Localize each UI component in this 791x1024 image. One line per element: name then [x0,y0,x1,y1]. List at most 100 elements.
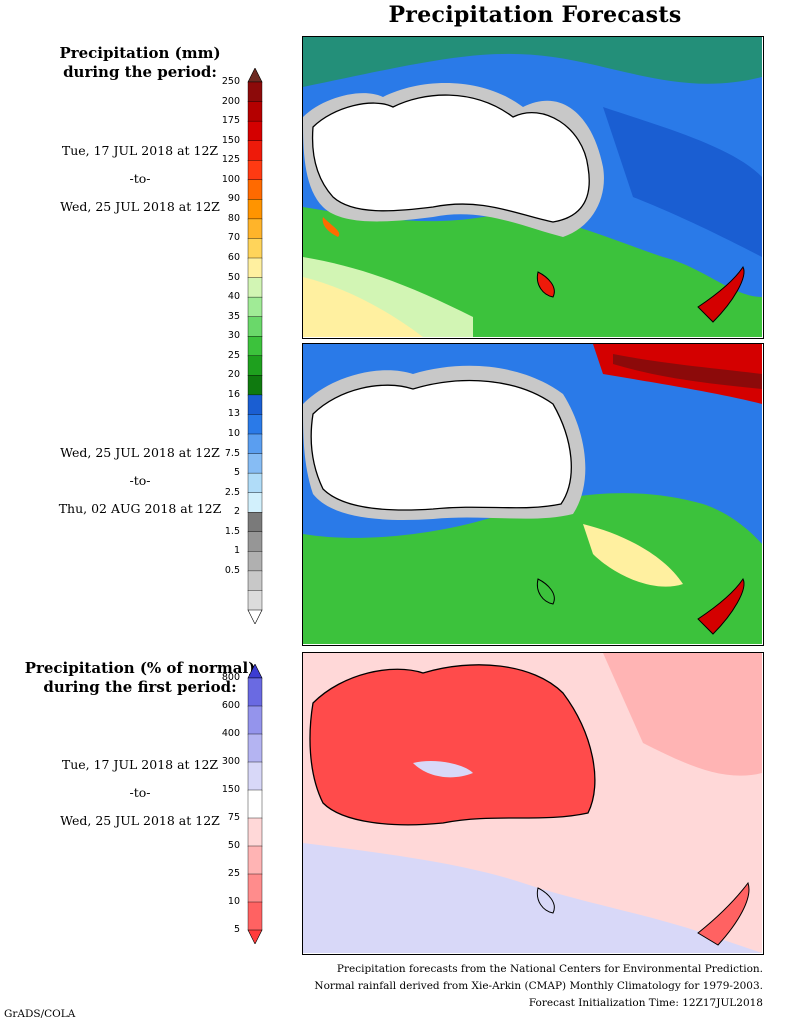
tasmania-heavy-rain [536,271,555,298]
map-panel-forecast-week1 [302,36,764,339]
colorbar-segment [247,140,263,161]
above-normal-interior-patch [413,761,473,778]
colorbar-segment [247,101,263,122]
panel3-heading: Precipitation (% of normal) during the f… [0,659,290,697]
well-below-normal-australia [310,664,595,825]
colorbar-bottom-arrow [247,929,263,945]
colorbar-tick-label: 40 [227,291,240,303]
panel3-end-date: Wed, 25 JUL 2018 at 12Z [60,813,220,828]
footer-line1: Precipitation forecasts from the Nationa… [336,963,763,975]
panel1-separator: -to- [129,171,151,186]
panel1-start-date: Tue, 17 JUL 2018 at 12Z [61,143,219,158]
colorbar-segment [247,590,263,611]
colorbar-tick-label: 200 [221,95,240,107]
australia-coastline [309,664,596,826]
panel3-heading-line1: Precipitation (% of normal) [24,659,256,677]
colorbar-tick-label: 70 [227,232,240,244]
map-week2-svg [303,344,762,644]
colorbar-tick-label: 20 [227,369,240,381]
colorbar-segment [247,336,263,357]
colorbar-segment [247,355,263,376]
tasmania-outline [536,578,555,605]
colorbar-tick-label: 30 [227,330,240,342]
colorbar-pct [225,663,295,945]
colorbar-tick-label: 150 [221,134,240,146]
colorbar-pct-ticks: 800 600 400 300 150 75 50 25 10 5 [200,664,244,944]
rain-patch-yellow [583,524,683,587]
colorbar-segment [247,845,263,875]
panel3-start-date: Tue, 17 JUL 2018 at 12Z [61,757,219,772]
colorbar-tick-label: 10 [227,428,240,439]
colorbar-tick-label: 0.5 [224,564,240,576]
colorbar-segment [247,677,263,707]
page-title: Precipitation Forecasts [388,2,682,28]
colorbar-segment [247,453,263,474]
sw-coast-rain-max [322,217,340,237]
australia-coastline [310,379,572,511]
colorbar-segment [247,238,263,259]
colorbar-pct-svg [247,663,263,945]
colorbar-tick-label: 175 [221,115,240,127]
new-zealand-heavy-rain [697,578,745,635]
colorbar-tick-label: 2.5 [224,486,240,498]
colorbar-segment [247,789,263,819]
colorbar-segment [247,160,263,181]
map-week1-svg [303,37,762,337]
footer-line3: Forecast Initialization Time: 12Z17JUL20… [528,997,763,1009]
colorbar-tick-label: 400 [221,728,240,739]
australia-dry-interior [311,380,572,510]
australia-coastline [311,94,590,223]
panel1-heading-line2: during the period: [63,63,217,81]
colorbar-segment [247,873,263,903]
panel3-heading-line2: during the first period: [43,678,237,696]
colorbar-segment [247,761,263,791]
colorbar-tick-label: 90 [227,193,240,205]
colorbar-tick-label: 5 [233,924,240,935]
colorbar-segment [247,179,263,200]
colorbar-segment [247,296,263,318]
colorbar-segment [247,277,263,298]
colorbar-segment [247,570,263,591]
panel2-start-date: Wed, 25 JUL 2018 at 12Z [60,445,220,460]
colorbar-tick-label: 150 [221,784,240,795]
colorbar-segment [247,433,263,455]
colorbar-tick-label: 50 [227,271,240,283]
colorbar-tick-label: 800 [221,672,240,683]
colorbar-tick-label: 25 [227,868,240,879]
colorbar-segment [247,472,263,494]
colorbar-tick-label: 1.5 [224,525,240,537]
colorbar-tick-label: 10 [227,896,240,907]
colorbar-tick-label: 125 [221,154,240,166]
below-normal-north-east [603,653,762,776]
panel1-end-date: Wed, 25 JUL 2018 at 12Z [60,199,220,214]
colorbar-tick-label: 250 [221,76,240,87]
colorbar-tick-label: 2 [233,506,240,518]
colorbar-tick-label: 13 [227,408,240,420]
panel3-separator: -to- [129,785,151,800]
panel2-end-date: Thu, 02 AUG 2018 at 12Z [58,501,222,516]
colorbar-mm-ticks: 250 200 175 150 125 100 90 80 70 60 50 40 35 30 25 20 16… [200,68,244,624]
colorbar-top-arrow [247,67,263,83]
colorbar-segment [247,199,263,220]
australia-dry-interior [312,95,590,222]
colorbar-tick-label: 5 [233,467,240,479]
new-zealand-below-normal [697,881,750,946]
colorbar-tick-label: 300 [221,756,240,767]
map-panel-percent-normal [302,652,764,955]
map-panel-forecast-week2 [302,343,764,646]
colorbar-segment [247,375,263,396]
colorbar-tick-label: 60 [227,252,240,263]
colorbar-top-arrow [247,663,263,679]
footer-line2: Normal rainfall derived from Xie-Arkin (… [314,980,763,992]
map-percent-svg [303,653,762,953]
colorbar-tick-label: 35 [227,310,240,322]
colorbar-segment [247,316,263,337]
colorbar-tick-label: 16 [227,388,240,400]
tasmania-outline [536,887,555,914]
panel1-heading: Precipitation (mm) during the period: [0,44,290,82]
panel1-heading-line1: Precipitation (mm) [59,44,221,62]
colorbar-tick-label: 50 [227,840,240,851]
colorbar-segment [247,394,263,415]
colorbar-segment [247,120,263,142]
colorbar-tick-label: 100 [221,173,240,185]
